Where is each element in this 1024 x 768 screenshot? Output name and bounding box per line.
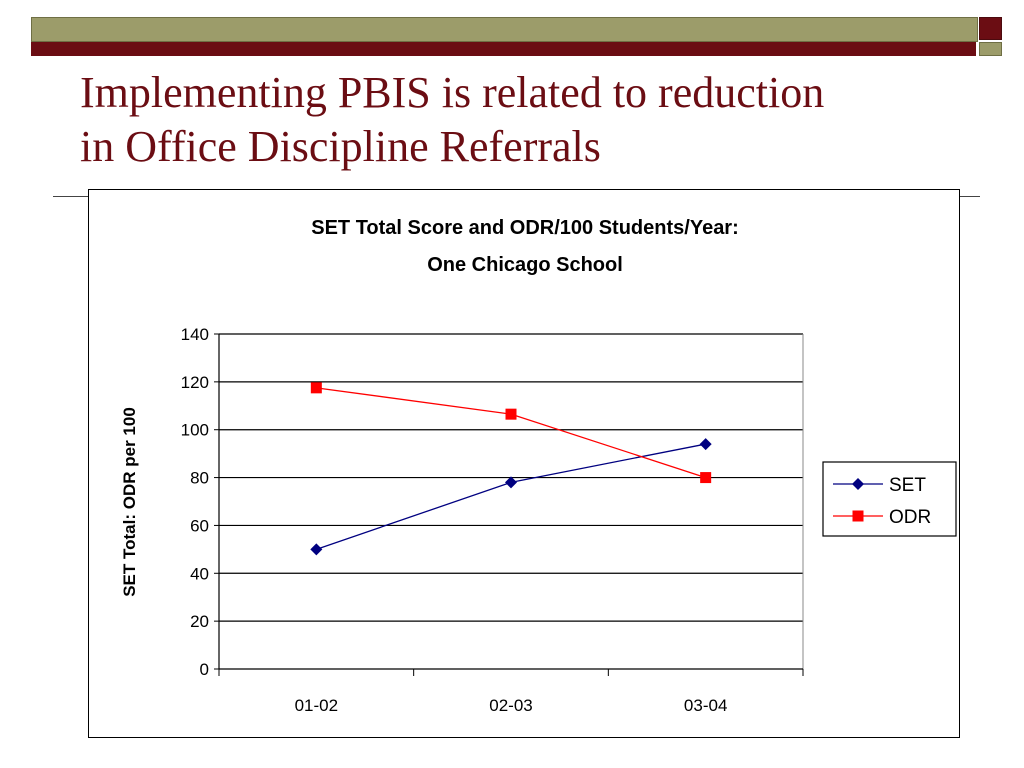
data-point-odr bbox=[505, 408, 517, 420]
y-tick-label: 140 bbox=[181, 325, 209, 344]
header-square-maroon bbox=[979, 17, 1002, 40]
x-tick-label: 02-03 bbox=[489, 696, 532, 715]
y-tick-label: 120 bbox=[181, 373, 209, 392]
legend-label-set: SET bbox=[889, 475, 926, 496]
slide-title-line2: in Office Discipline Referrals bbox=[80, 122, 601, 171]
data-point-odr bbox=[310, 382, 322, 394]
data-point-set bbox=[699, 438, 712, 451]
y-axis-label: SET Total: ODR per 100 bbox=[120, 407, 139, 597]
series-line-set bbox=[316, 443, 706, 550]
title-underline-right bbox=[960, 196, 980, 197]
y-tick-label: 40 bbox=[190, 564, 209, 583]
series-line-odr bbox=[316, 387, 706, 479]
x-tick-label: 01-02 bbox=[295, 696, 338, 715]
header-band-maroon bbox=[31, 42, 976, 56]
data-point-odr bbox=[700, 472, 712, 484]
slide-title: Implementing PBIS is related to reductio… bbox=[80, 66, 980, 174]
legend-box bbox=[822, 461, 957, 537]
slide-title-line1: Implementing PBIS is related to reductio… bbox=[80, 68, 825, 117]
x-tick-label: 03-04 bbox=[684, 696, 727, 715]
legend-marker-set bbox=[852, 478, 864, 490]
data-point-set bbox=[505, 476, 517, 489]
y-tick-label: 20 bbox=[190, 612, 209, 631]
y-tick-label: 80 bbox=[190, 469, 209, 488]
y-tick-label: 0 bbox=[200, 660, 209, 679]
header-band-olive bbox=[31, 17, 978, 42]
legend-label-odr: ODR bbox=[889, 507, 931, 528]
chart-frame bbox=[88, 189, 960, 738]
y-tick-label: 60 bbox=[190, 516, 209, 535]
chart-title-line1: SET Total Score and ODR/100 Students/Yea… bbox=[311, 217, 739, 239]
data-point-set bbox=[310, 543, 323, 556]
legend-marker-odr bbox=[852, 510, 864, 522]
chart-title-line2: One Chicago School bbox=[427, 254, 623, 276]
title-underline-left bbox=[53, 196, 89, 197]
header-square-olive bbox=[979, 42, 1002, 56]
y-tick-label: 100 bbox=[181, 421, 209, 440]
